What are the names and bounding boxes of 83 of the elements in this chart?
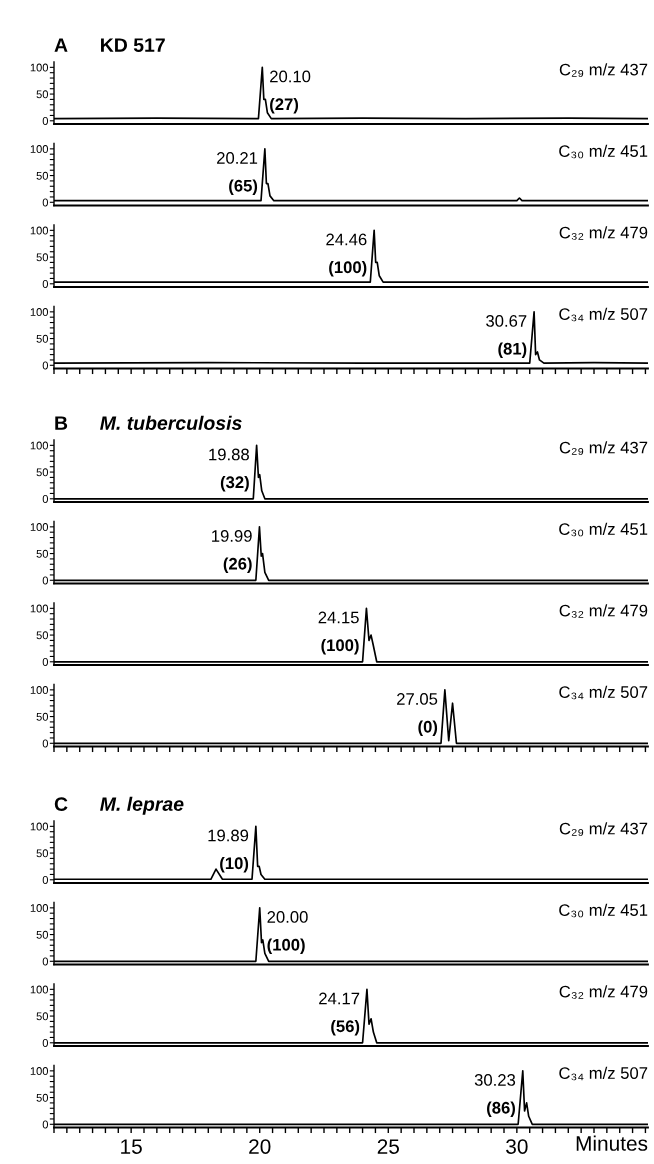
y-tick-label: 50 [36, 849, 49, 858]
y-tick-label: 50 [36, 334, 49, 343]
annotation: (56) [331, 1019, 360, 1036]
annotation: 24.15 [318, 611, 359, 624]
y-tick-label: 0 [42, 658, 49, 666]
annotation: (86) [487, 1101, 515, 1117]
y-tick-label: 0 [42, 280, 49, 288]
annotation: (32) [220, 475, 249, 492]
y-tick-label: 100 [30, 985, 49, 994]
chart-subtitle: M. tuberculosis [100, 415, 242, 430]
y-tick-label: 0 [42, 198, 49, 207]
chart-title: B [55, 416, 68, 430]
y-tick-label: 100 [30, 523, 49, 531]
y-tick-label: 50 [36, 468, 49, 477]
y-tick-label: 100 [30, 686, 49, 694]
x-tick-label: 15 [121, 1139, 142, 1154]
y-tick-label: 50 [36, 253, 49, 262]
annotation: 24.17 [319, 992, 360, 1005]
y-tick-label: 100 [30, 1067, 49, 1075]
annotation: (100) [267, 938, 305, 954]
y-tick-label: 100 [30, 822, 49, 831]
text: C₃₂ m/z 479 [559, 226, 648, 240]
annotation: 30.67 [486, 315, 527, 327]
chart-title: C [54, 797, 68, 811]
annotation: 30.23 [474, 1074, 516, 1086]
text: C₃₂ m/z 479 [559, 604, 648, 618]
text: C₃₂ m/z 479 [559, 985, 648, 999]
chart-subtitle: KD 517 [101, 38, 165, 52]
y-tick-label: 0 [42, 361, 49, 370]
annotation: 24.46 [326, 233, 367, 246]
y-tick-label: 100 [30, 63, 49, 72]
y-tick-label: 100 [30, 904, 49, 912]
y-tick-label: 0 [42, 739, 49, 748]
y-tick-label: 0 [42, 495, 49, 503]
annotation: (81) [498, 342, 527, 358]
annotation: 19.88 [209, 448, 249, 461]
annotation: (26) [223, 557, 252, 573]
text: C₃₀ m/z 451 [559, 903, 648, 918]
text: C₂₉ m/z 437 [559, 441, 648, 455]
y-tick-label: 50 [36, 90, 49, 99]
annotation: (100) [329, 260, 367, 277]
text: C₂₉ m/z 437 [559, 63, 648, 77]
y-tick-label: 0 [42, 576, 49, 585]
y-tick-label: 0 [42, 876, 49, 884]
annotation: (100) [321, 638, 359, 655]
y-tick-label: 50 [36, 1093, 49, 1102]
annotation: 27.05 [397, 693, 438, 705]
annotation: 20.10 [270, 70, 311, 83]
text: C₃₀ m/z 451 [559, 522, 648, 537]
y-tick-label: 50 [36, 631, 49, 640]
annotation: (0) [418, 720, 438, 736]
x-tick-label: 20 [249, 1139, 271, 1154]
x-tick-label: 30 [506, 1139, 528, 1154]
y-tick-label: 50 [36, 930, 49, 939]
y-tick-label: 0 [42, 1120, 49, 1129]
y-tick-label: 100 [30, 308, 49, 316]
annotation: (27) [270, 97, 299, 114]
chart-subtitle: M. leprae [100, 796, 184, 815]
text: C₂₉ m/z 437 [559, 822, 648, 836]
text: C₃₄ m/z 507 [559, 685, 648, 700]
annotation: 19.99 [212, 530, 252, 542]
annotation: 20.21 [217, 152, 258, 164]
x-tick-label: 25 [377, 1139, 399, 1154]
y-tick-label: 100 [30, 441, 49, 450]
y-tick-label: 50 [36, 712, 49, 721]
y-tick-label: 0 [42, 117, 49, 125]
y-tick-label: 0 [42, 1039, 49, 1047]
text: C₃₀ m/z 451 [559, 144, 648, 159]
x-axis-title: Minutes [576, 1135, 648, 1151]
text: C₃₄ m/z 507 [559, 1066, 648, 1081]
y-tick-label: 100 [30, 226, 49, 235]
annotation: (65) [229, 179, 258, 195]
y-tick-label: 50 [36, 549, 49, 558]
chart-title: A [54, 38, 68, 52]
y-tick-label: 50 [36, 171, 49, 180]
series-label: C₃₄ m/z 507 [559, 307, 648, 322]
annotation: 19.89 [208, 829, 249, 842]
annotation: (10) [220, 856, 249, 873]
annotation: 20.00 [267, 911, 308, 923]
y-tick-label: 100 [30, 604, 49, 613]
y-tick-label: 100 [30, 145, 49, 153]
y-tick-label: 0 [42, 957, 49, 966]
y-tick-label: 50 [36, 1012, 49, 1021]
